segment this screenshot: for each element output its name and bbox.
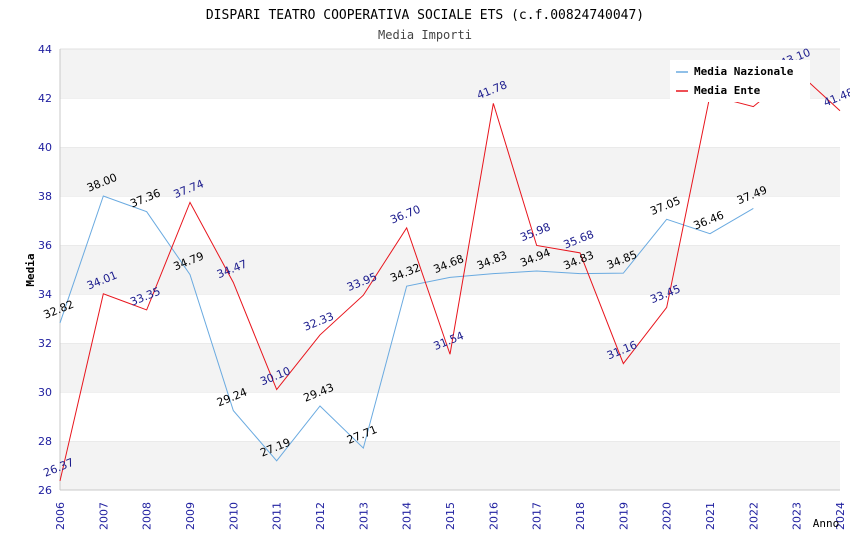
legend-background <box>670 60 810 102</box>
x-tick-label: 2020 <box>661 502 674 530</box>
axes <box>59 49 840 491</box>
y-tick-label: 40 <box>38 141 52 154</box>
chart-subtitle: Media Importi <box>378 28 472 42</box>
grid-band <box>60 392 840 441</box>
chart-title: DISPARI TEATRO COOPERATIVA SOCIALE ETS (… <box>206 8 644 23</box>
legend: Media Nazionale Media Ente <box>670 60 810 102</box>
x-tick-label: 2011 <box>271 502 284 530</box>
series-line-media-nazionale <box>59 195 754 462</box>
y-axis-label: Media <box>24 253 37 286</box>
x-tick-label: 2009 <box>184 502 197 530</box>
grid-band <box>60 196 840 245</box>
x-tick-label: 2007 <box>97 502 110 530</box>
y-tick-labels: 26 28 30 32 34 36 38 40 42 44 <box>38 43 52 497</box>
x-tick-label: 2006 <box>54 502 67 530</box>
x-tick-label: 2022 <box>747 502 760 530</box>
x-tick-label: 2014 <box>401 502 414 530</box>
y-tick-label: 30 <box>38 386 52 399</box>
y-tick-label: 44 <box>38 43 52 56</box>
x-tick-labels: 2006 2007 2008 2009 2010 2011 2012 2013 2014 2015… <box>54 502 847 530</box>
y-tick-label: 28 <box>38 435 52 448</box>
y-tick-label: 32 <box>38 337 52 350</box>
y-tick-label: 38 <box>38 190 52 203</box>
x-tick-label: 2012 <box>314 502 327 530</box>
x-tick-label: 2015 <box>444 502 457 530</box>
x-tick-label: 2017 <box>531 502 544 530</box>
grid-band <box>60 147 840 196</box>
x-tick-label: 2023 <box>791 502 804 530</box>
x-tick-label: 2010 <box>227 502 240 530</box>
x-tick-label: 2016 <box>487 502 500 530</box>
grid-band <box>60 343 840 392</box>
x-tick-label: 2021 <box>704 502 717 530</box>
grid-bands <box>60 48 840 490</box>
y-tick-label: 42 <box>38 92 52 105</box>
y-tick-label: 34 <box>38 288 52 301</box>
y-tick-label: 26 <box>38 484 52 497</box>
grid-band <box>60 294 840 343</box>
x-tick-label: 2024 <box>834 502 847 530</box>
y-tick-label: 36 <box>38 239 52 252</box>
x-tick-label: 2018 <box>574 502 587 530</box>
grid-band <box>60 441 840 490</box>
x-tick-label: 2008 <box>141 502 154 530</box>
x-axis-label: Anno <box>813 517 840 530</box>
legend-label-media-ente: Media Ente <box>694 84 761 97</box>
legend-label-media-nazionale: Media Nazionale <box>694 65 794 78</box>
grid-band <box>60 98 840 147</box>
x-tick-label: 2013 <box>357 502 370 530</box>
grid-band <box>60 245 840 294</box>
x-tick-label: 2019 <box>617 502 630 530</box>
